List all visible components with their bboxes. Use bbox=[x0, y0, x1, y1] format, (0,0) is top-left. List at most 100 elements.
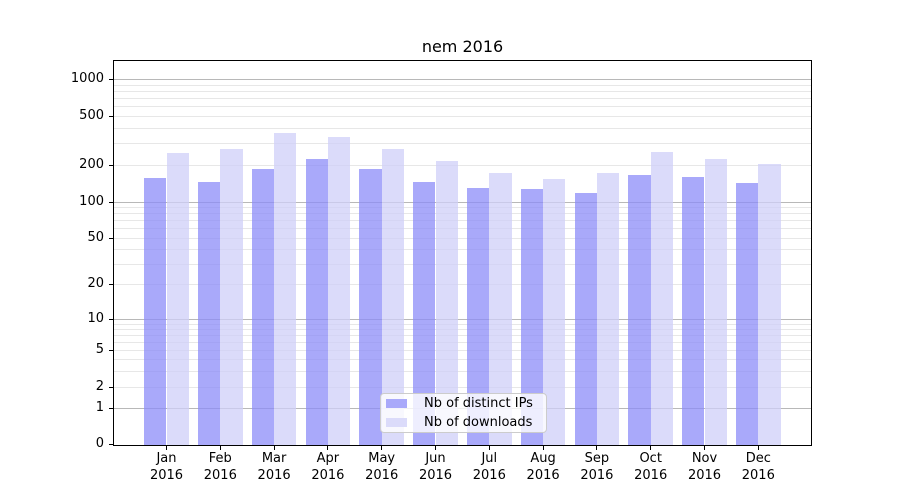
bar-downloads-jun bbox=[435, 160, 458, 445]
gridline-minor-7 bbox=[114, 334, 811, 336]
x-tick-mark bbox=[757, 446, 759, 450]
gridline-minor-30 bbox=[114, 263, 811, 265]
bar-distinct-ips-jul bbox=[466, 187, 490, 445]
gridline-minor-60 bbox=[114, 228, 811, 230]
y-tick-label-5: 5 bbox=[95, 342, 104, 357]
y-tick-label-2: 2 bbox=[95, 379, 104, 395]
y-tick-label-1000: 1000 bbox=[70, 71, 104, 86]
y-tick-label-10: 10 bbox=[87, 311, 104, 326]
grid-layer bbox=[114, 61, 811, 445]
y-tick-label-100: 100 bbox=[79, 193, 104, 209]
x-tick-label-jan: Jan 2016 bbox=[149, 451, 184, 483]
legend-layer: Nb of distinct IPs Nb of downloads bbox=[114, 61, 811, 445]
x-tick-label-jul: Jul 2016 bbox=[472, 451, 506, 483]
bar-distinct-ips-mar bbox=[251, 169, 275, 445]
y-tick-mark bbox=[109, 201, 114, 203]
bars-layer bbox=[114, 61, 811, 445]
gridline-minor-400 bbox=[114, 127, 811, 129]
x-tick-label-mar: Mar 2016 bbox=[257, 451, 291, 483]
bar-distinct-ips-sep bbox=[574, 193, 597, 445]
y-tick-label-200: 200 bbox=[79, 157, 104, 172]
y-tick-mark bbox=[109, 319, 114, 320]
bar-distinct-ips-feb bbox=[197, 181, 221, 445]
x-tick-label-feb: Feb 2016 bbox=[203, 451, 237, 483]
x-tick-mark bbox=[596, 446, 598, 450]
gridline-minor-6 bbox=[114, 341, 811, 343]
x-tick-label-nov: Nov 2016 bbox=[687, 451, 722, 483]
x-tick-label-sep: Sep 2016 bbox=[580, 451, 614, 483]
chart-title: nem 2016 bbox=[421, 37, 504, 56]
gridline-minor-200 bbox=[114, 165, 811, 166]
gridline-minor-700 bbox=[114, 98, 811, 100]
bar-distinct-ips-nov bbox=[682, 176, 705, 445]
x-tick-mark bbox=[704, 446, 705, 450]
y-tick-label-20: 20 bbox=[87, 276, 104, 292]
y-tick-label-500: 500 bbox=[79, 108, 104, 123]
x-tick-mark bbox=[435, 446, 436, 450]
gridline-minor-50 bbox=[114, 238, 811, 239]
gridline-minor-500 bbox=[114, 116, 811, 117]
bar-downloads-apr bbox=[327, 136, 351, 445]
y-tick-label-50: 50 bbox=[87, 230, 104, 245]
bar-distinct-ips-dec bbox=[735, 183, 759, 445]
x-tick-mark bbox=[327, 446, 329, 450]
gridline-minor-9 bbox=[114, 323, 811, 325]
y-tick-mark bbox=[109, 387, 114, 389]
legend-row: Nb of distinct IPs bbox=[386, 394, 546, 413]
gridline-minor-300 bbox=[114, 143, 811, 145]
gridline-minor-2 bbox=[114, 387, 811, 389]
legend-swatch-distinct-ips bbox=[386, 399, 407, 408]
gridline-minor-5 bbox=[114, 350, 811, 351]
bar-downloads-may bbox=[381, 148, 405, 445]
bar-downloads-feb bbox=[220, 148, 243, 445]
x-tick-label-aug: Aug 2016 bbox=[526, 451, 560, 483]
gridline-minor-8 bbox=[114, 328, 811, 330]
x-tick-mark bbox=[381, 446, 383, 450]
gridline-minor-20 bbox=[114, 284, 811, 286]
y-tick-mark bbox=[109, 350, 114, 351]
x-tick-mark bbox=[166, 446, 167, 450]
x-tick-mark bbox=[219, 446, 221, 450]
gridline-minor-800 bbox=[114, 90, 811, 92]
y-tick-mark bbox=[109, 116, 114, 117]
gridline-major-100 bbox=[114, 201, 811, 203]
legend-label-downloads: Nb of downloads bbox=[424, 415, 533, 430]
bar-downloads-sep bbox=[596, 173, 620, 445]
x-tick-label-apr: Apr 2016 bbox=[311, 451, 345, 483]
bar-downloads-mar bbox=[274, 132, 297, 445]
bar-distinct-ips-jun bbox=[413, 181, 436, 445]
y-tick-mark bbox=[109, 284, 114, 286]
gridline-minor-3 bbox=[114, 370, 811, 372]
x-tick-label-oct: Oct 2016 bbox=[634, 451, 668, 483]
bar-distinct-ips-apr bbox=[305, 159, 328, 445]
gridline-major-10 bbox=[114, 319, 811, 320]
x-tick-mark bbox=[542, 446, 544, 450]
bar-downloads-nov bbox=[704, 158, 727, 445]
x-tick-label-may: May 2016 bbox=[365, 451, 399, 483]
plot-area: Nb of distinct IPs Nb of downloads bbox=[113, 60, 812, 446]
gridline-major-1000 bbox=[114, 79, 811, 80]
legend: Nb of distinct IPs Nb of downloads bbox=[380, 393, 547, 433]
legend-swatch-downloads bbox=[386, 418, 407, 427]
x-tick-label-dec: Dec 2016 bbox=[741, 451, 775, 483]
bar-downloads-oct bbox=[650, 152, 674, 445]
y-tick-mark bbox=[109, 408, 114, 410]
x-tick-mark bbox=[650, 446, 652, 450]
y-tick-label-0: 0 bbox=[95, 436, 104, 451]
y-tick-label-1: 1 bbox=[95, 400, 104, 416]
gridline-minor-40 bbox=[114, 249, 811, 251]
gridline-minor-4 bbox=[114, 359, 811, 361]
bar-downloads-dec bbox=[758, 164, 781, 445]
bar-distinct-ips-may bbox=[359, 169, 382, 445]
x-tick-mark bbox=[488, 446, 490, 450]
legend-label-distinct-ips: Nb of distinct IPs bbox=[424, 396, 533, 411]
bar-downloads-jan bbox=[166, 153, 189, 445]
y-tick-mark bbox=[109, 238, 114, 239]
gridline-minor-80 bbox=[114, 213, 811, 215]
y-tick-mark bbox=[109, 444, 114, 445]
gridline-minor-70 bbox=[114, 220, 811, 222]
y-tick-mark bbox=[109, 165, 114, 166]
legend-row: Nb of downloads bbox=[386, 413, 546, 432]
bar-downloads-aug bbox=[543, 178, 566, 445]
